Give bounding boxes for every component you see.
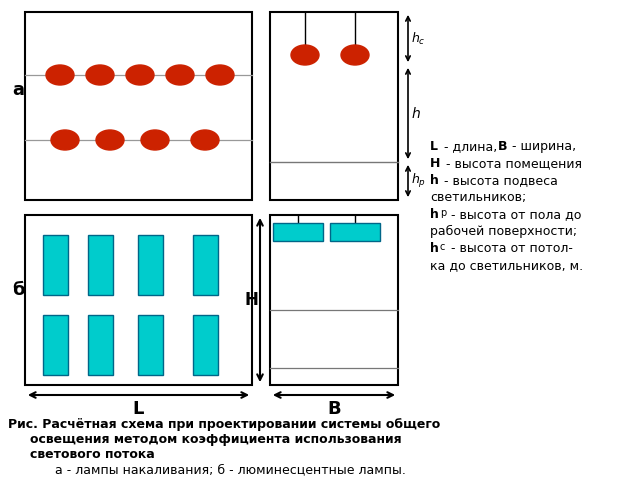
Ellipse shape bbox=[96, 130, 124, 150]
Text: H: H bbox=[244, 291, 258, 309]
Ellipse shape bbox=[206, 65, 234, 85]
Ellipse shape bbox=[191, 130, 219, 150]
Text: $h_c$: $h_c$ bbox=[411, 30, 426, 47]
Bar bbox=[25, 12, 252, 200]
Text: - ширина,: - ширина, bbox=[508, 140, 576, 153]
Text: c: c bbox=[440, 242, 445, 252]
Bar bbox=[193, 235, 218, 295]
Text: p: p bbox=[440, 208, 446, 218]
Ellipse shape bbox=[86, 65, 114, 85]
Text: Н: Н bbox=[430, 157, 440, 170]
Bar bbox=[43, 235, 68, 295]
Bar bbox=[138, 315, 163, 375]
Text: L: L bbox=[430, 140, 438, 153]
Ellipse shape bbox=[341, 45, 369, 65]
Bar bbox=[88, 315, 113, 375]
Text: B: B bbox=[498, 140, 508, 153]
Text: h: h bbox=[430, 208, 439, 221]
Text: светового потока: светового потока bbox=[30, 448, 155, 461]
Text: - высота подвеса: - высота подвеса bbox=[440, 174, 558, 187]
Text: Рис. Расчётная схема при проектировании системы общего: Рис. Расчётная схема при проектировании … bbox=[8, 418, 440, 431]
Ellipse shape bbox=[126, 65, 154, 85]
Ellipse shape bbox=[46, 65, 74, 85]
Text: - высота помещения: - высота помещения bbox=[442, 157, 582, 170]
Text: $h_p$: $h_p$ bbox=[411, 172, 426, 190]
Text: а: а bbox=[12, 81, 24, 99]
Text: B: B bbox=[327, 400, 341, 418]
Bar bbox=[273, 223, 323, 241]
Text: L: L bbox=[133, 400, 144, 418]
Text: $h$: $h$ bbox=[411, 106, 421, 121]
Text: - длина,: - длина, bbox=[440, 140, 501, 153]
Bar bbox=[43, 315, 68, 375]
Text: ка до светильников, м.: ка до светильников, м. bbox=[430, 259, 583, 272]
Text: рабочей поверхности;: рабочей поверхности; bbox=[430, 225, 577, 238]
Text: h: h bbox=[430, 174, 439, 187]
Text: б: б bbox=[12, 281, 24, 299]
Text: светильников;: светильников; bbox=[430, 191, 526, 204]
Ellipse shape bbox=[291, 45, 319, 65]
Bar bbox=[330, 223, 380, 241]
Ellipse shape bbox=[51, 130, 79, 150]
Bar bbox=[25, 215, 252, 385]
Text: - высота от потол-: - высота от потол- bbox=[447, 242, 573, 255]
Bar bbox=[270, 12, 398, 200]
Ellipse shape bbox=[166, 65, 194, 85]
Ellipse shape bbox=[141, 130, 169, 150]
Text: освещения методом коэффициента использования: освещения методом коэффициента использов… bbox=[30, 433, 402, 446]
Bar bbox=[270, 215, 398, 385]
Bar bbox=[88, 235, 113, 295]
Bar bbox=[193, 315, 218, 375]
Text: h: h bbox=[430, 242, 439, 255]
Bar bbox=[138, 235, 163, 295]
Text: - высота от пола до: - высота от пола до bbox=[447, 208, 581, 221]
Text: а - лампы накаливания; б - люминесцентные лампы.: а - лампы накаливания; б - люминесцентны… bbox=[55, 463, 406, 476]
